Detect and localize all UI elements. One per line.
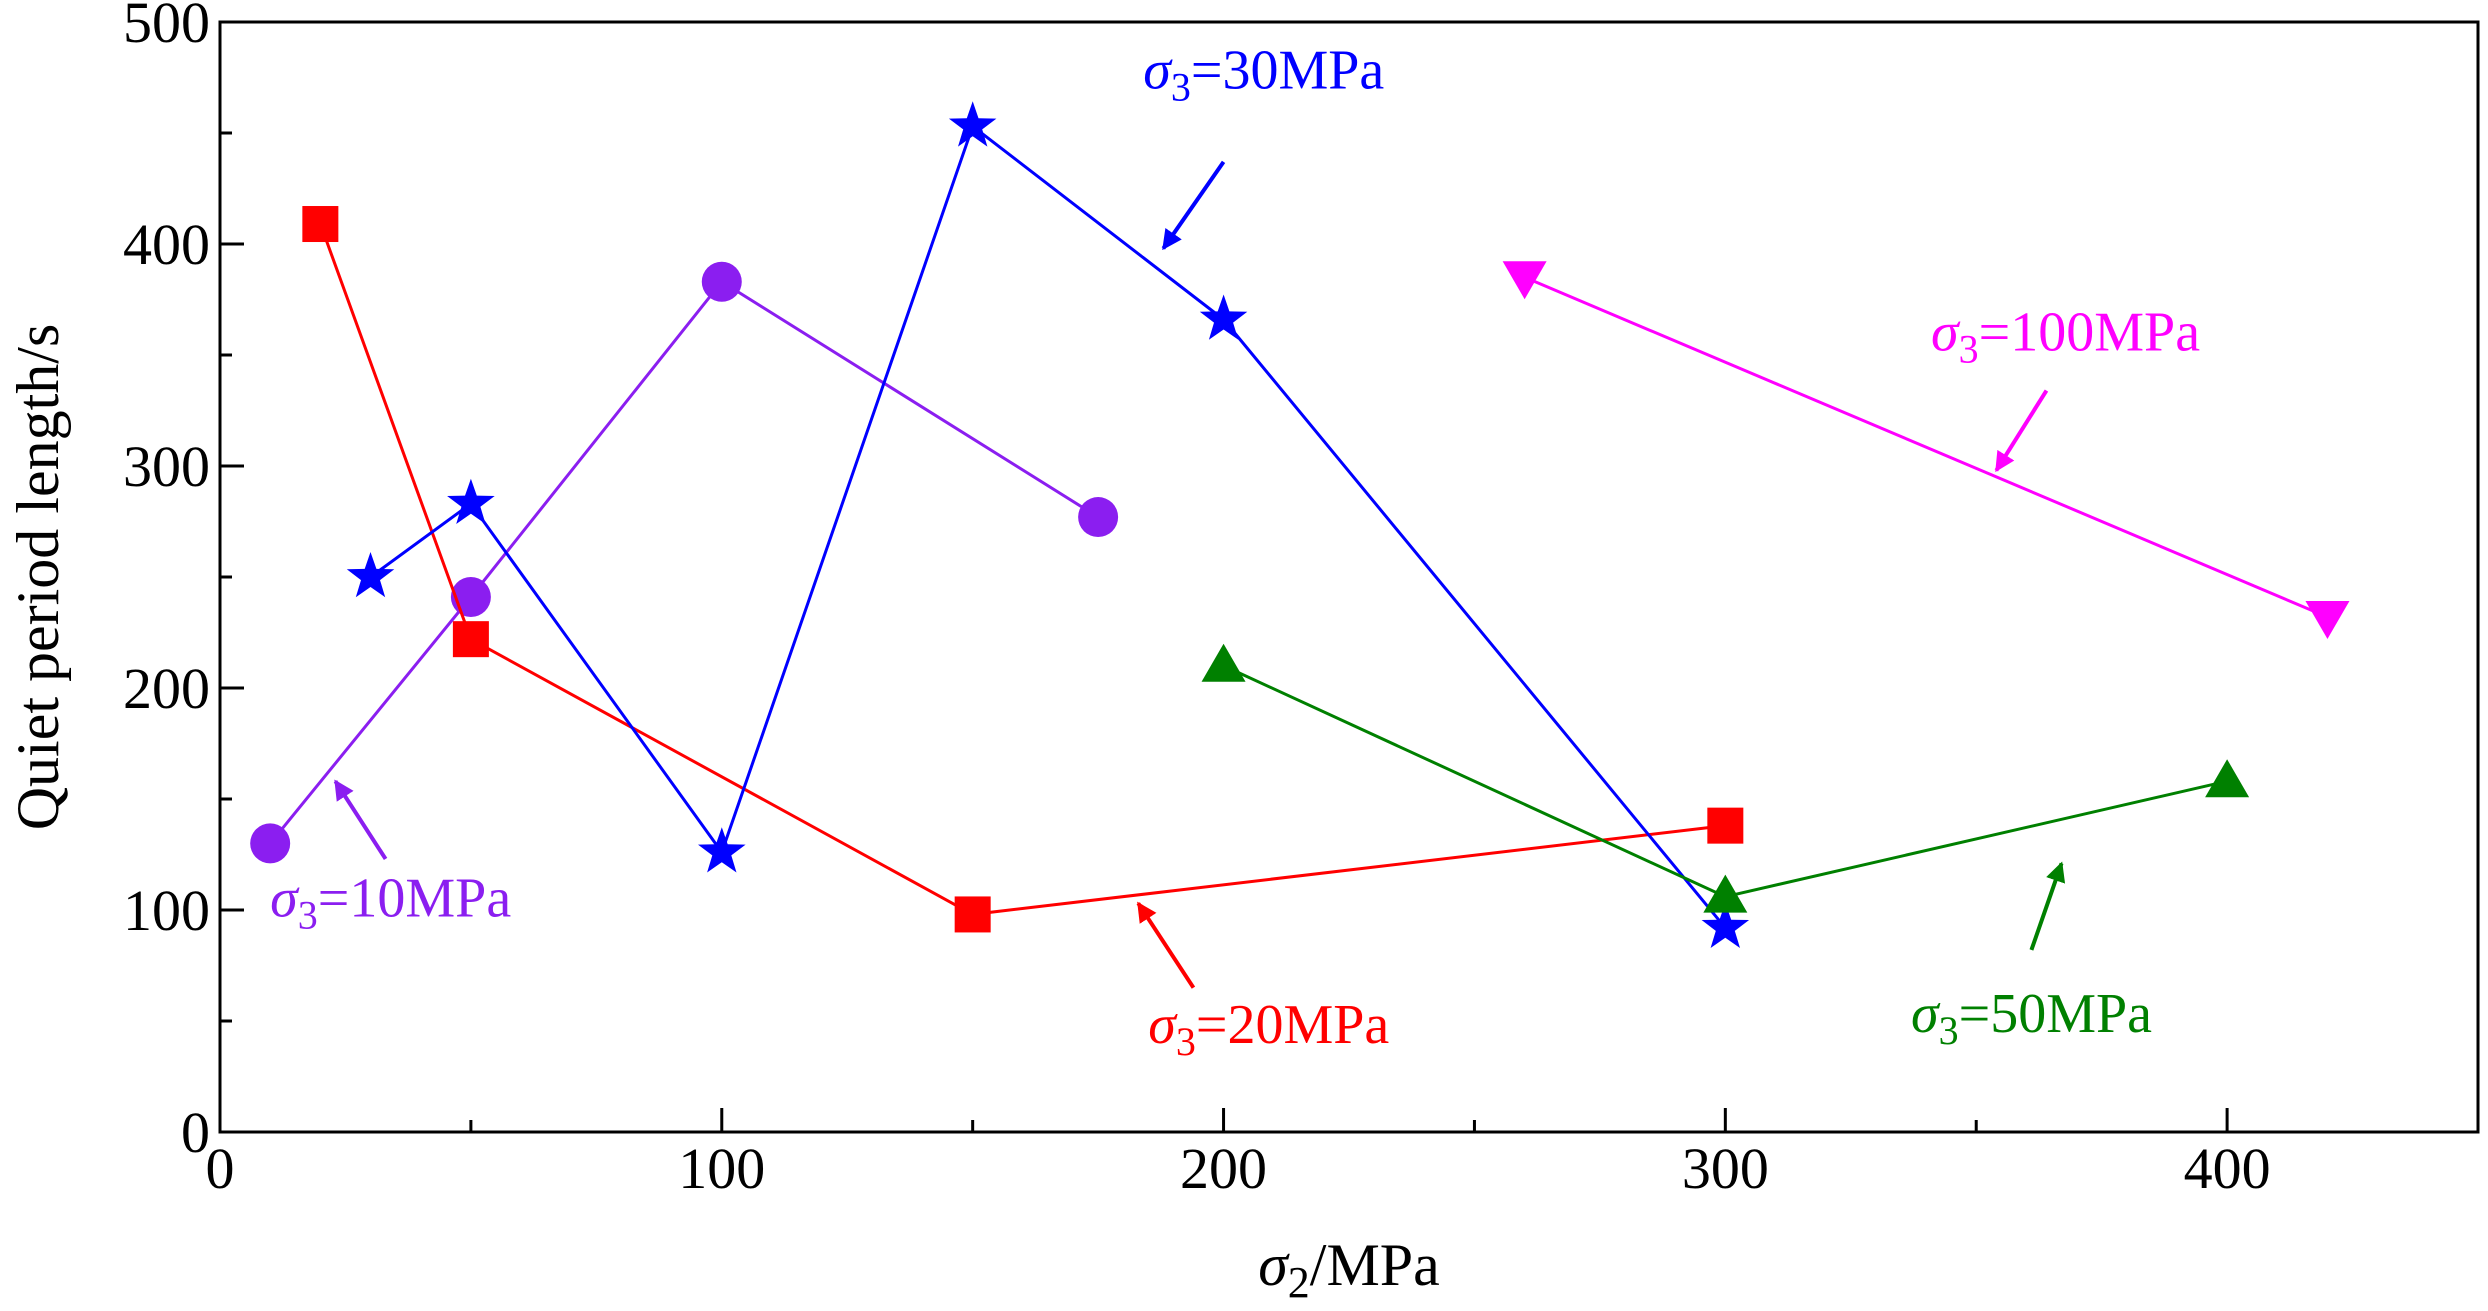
data-point: [1701, 902, 1750, 948]
data-point: [452, 621, 489, 658]
series-annotation: σ3=20MPa: [1136, 901, 1389, 1064]
data-point: [1707, 807, 1744, 844]
data-point: [1199, 294, 1248, 340]
annotation-symbol: σ: [270, 868, 300, 930]
x-axis-title-subscript: 2: [1288, 1258, 1310, 1307]
annotation-value: =100MPa: [1979, 302, 2201, 364]
x-axis-title-symbol: σ: [1258, 1232, 1290, 1298]
data-point: [948, 101, 997, 147]
data-point: [346, 552, 395, 598]
annotation-label: σ3=50MPa: [1911, 983, 2152, 1053]
annotation-symbol: σ: [1143, 40, 1173, 102]
x-tick-label: 100: [678, 1136, 765, 1201]
data-point: [698, 827, 746, 873]
y-tick-label: 500: [123, 0, 210, 55]
series-line: [369, 123, 1727, 929]
x-axis-ticks: 0 100 200 300 400: [206, 1108, 2271, 1201]
data-point: [701, 261, 742, 302]
series-3: [1201, 643, 2250, 913]
annotation-subscript: 3: [1959, 327, 1979, 372]
annotation-arrow: [1161, 160, 1226, 251]
y-tick-label: 200: [123, 656, 210, 721]
annotation-subscript: 3: [1171, 65, 1191, 110]
y-tick-label: 100: [123, 878, 210, 943]
annotation-subscript: 3: [1939, 1008, 1959, 1053]
y-axis-ticks: 0 100 200 300 400 500: [123, 0, 244, 1165]
annotation-value: =10MPa: [318, 868, 512, 930]
data-point: [302, 206, 339, 243]
data-point: [250, 823, 291, 864]
series-2: [346, 101, 1750, 948]
annotation-arrow: [333, 779, 388, 861]
annotation-subscript: 3: [1176, 1019, 1196, 1064]
annotation-label: σ3=10MPa: [270, 868, 511, 938]
series-line: [318, 223, 1726, 916]
annotation-value: =50MPa: [1959, 983, 2153, 1045]
y-tick-label: 300: [123, 434, 210, 499]
series-line: [1222, 664, 2228, 899]
series-1: [302, 206, 1744, 933]
y-axis-title: Quiet period length/s: [5, 324, 71, 831]
series-annotation: σ3=30MPa: [1143, 40, 1384, 251]
annotation-subscript: 3: [298, 893, 318, 938]
y-tick-label: 0: [181, 1100, 210, 1165]
annotation-arrow: [1136, 901, 1196, 989]
annotation-arrow: [1994, 389, 2049, 473]
x-tick-label: 300: [1682, 1136, 1769, 1201]
plot-frame: [218, 20, 2480, 1134]
annotation-label: σ3=20MPa: [1148, 994, 1389, 1064]
annotation-label: σ3=100MPa: [1931, 302, 2200, 372]
data-point: [954, 896, 991, 933]
annotation-value: =20MPa: [1196, 994, 1390, 1056]
y-tick-label: 400: [123, 212, 210, 277]
annotation-label: σ3=30MPa: [1143, 40, 1384, 110]
series-0: [250, 261, 1119, 864]
data-point: [2305, 600, 2350, 639]
annotation-layer: σ3=10MPaσ3=20MPaσ3=30MPaσ3=50MPaσ3=100MP…: [270, 40, 2200, 1065]
data-point: [1201, 643, 1246, 682]
data-point: [1703, 874, 1748, 913]
annotation-symbol: σ: [1148, 994, 1178, 1056]
data-point: [450, 576, 491, 617]
x-tick-label: 200: [1180, 1136, 1267, 1201]
series-annotation: σ3=10MPa: [270, 779, 511, 938]
data-point: [1502, 261, 1547, 300]
series-line: [1524, 275, 2329, 619]
data-point: [2205, 759, 2250, 798]
annotation-symbol: σ: [1931, 302, 1961, 364]
x-axis-title-unit: /MPa: [1310, 1232, 1440, 1298]
series-layer: [250, 101, 2350, 948]
series-annotation: σ3=100MPa: [1931, 302, 2200, 473]
x-tick-label: 0: [206, 1136, 235, 1201]
annotation-symbol: σ: [1911, 983, 1941, 1045]
data-point: [447, 478, 495, 524]
x-tick-label: 400: [2184, 1136, 2271, 1201]
annotation-value: =30MPa: [1191, 40, 1385, 102]
series-annotation: σ3=50MPa: [1911, 861, 2152, 1053]
data-point: [1078, 497, 1119, 538]
x-axis-title: σ2/MPa: [1258, 1232, 1440, 1307]
series-4: [1502, 261, 2350, 639]
annotation-arrow: [2029, 861, 2066, 951]
series-line: [269, 279, 1099, 845]
